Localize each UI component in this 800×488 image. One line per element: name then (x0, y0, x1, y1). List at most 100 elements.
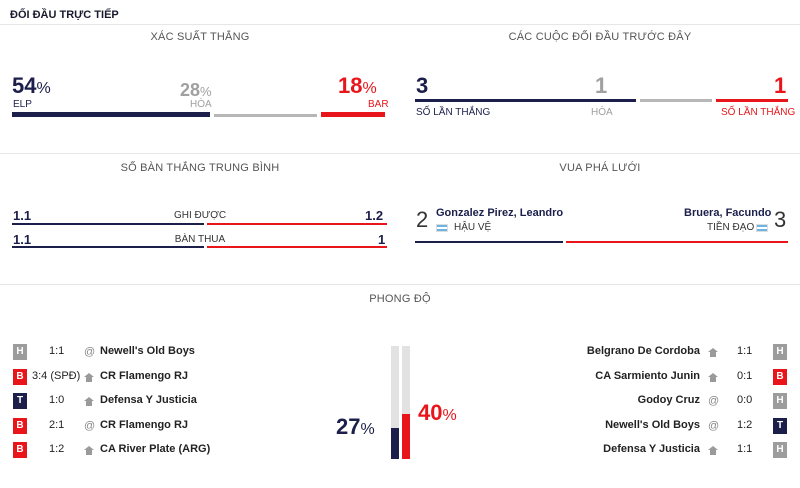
win-prob-draw-bar (214, 114, 317, 117)
result-badge: H (773, 393, 787, 409)
win-prob-away-value: 18 (338, 73, 363, 98)
match-score: 0:0 (737, 394, 753, 406)
match-score: 1:1 (737, 345, 753, 357)
opponent-name[interactable]: CA Sarmiento Junin (595, 370, 700, 382)
win-prob-away-pct: % (362, 80, 377, 97)
result-badge: T (773, 418, 787, 434)
avg-scored-label: GHI ĐƯỢC (173, 210, 227, 221)
away-venue-icon: @ (84, 346, 96, 358)
h2h-draw-bar (640, 99, 712, 102)
home-form-fill (391, 428, 399, 459)
away-form-track (402, 346, 410, 459)
scorer-away-goals: 3 (774, 207, 787, 232)
scorer-home-position: HẬU VỆ (454, 222, 492, 233)
match-score: 1:2 (49, 443, 65, 455)
result-badge: B (13, 442, 27, 458)
argentina-flag-icon (436, 224, 448, 232)
avg-scored-home-bar (12, 223, 204, 225)
home-venue-icon (708, 373, 718, 383)
result-badge: B (773, 369, 787, 385)
home-venue-icon (708, 348, 718, 358)
opponent-name[interactable]: Defensa Y Justicia (100, 394, 197, 406)
top-scorers-title: VUA PHÁ LƯỚI (559, 162, 641, 174)
avg-conceded-away: 1 (378, 232, 386, 247)
match-score: 2:1 (49, 419, 65, 431)
scorer-home-goals: 2 (416, 207, 429, 232)
win-prob-draw-value: 28 (180, 80, 201, 100)
home-venue-icon (708, 446, 718, 456)
match-score: 1:1 (737, 443, 753, 455)
form-away-pct: 40% (418, 400, 457, 426)
h2h-away-label: SỐ LẦN THẮNG (721, 107, 796, 118)
result-badge: B (13, 418, 27, 434)
win-prob-home-label: ELP (13, 99, 32, 110)
avg-conceded-home: 1.1 (13, 232, 32, 247)
avg-conceded-label: BÀN THUA (174, 234, 226, 245)
result-badge: H (773, 344, 787, 360)
opponent-name[interactable]: Godoy Cruz (637, 394, 700, 406)
avg-goals-title: SỐ BÀN THẮNG TRUNG BÌNH (120, 162, 280, 174)
result-badge: H (13, 344, 27, 360)
h2h-away-wins: 1 (774, 73, 787, 98)
opponent-name[interactable]: Newell's Old Boys (100, 345, 195, 357)
opponent-name[interactable]: CA River Plate (ARG) (100, 443, 211, 455)
h2h-title: CÁC CUỘC ĐỐI ĐẦU TRƯỚC ĐÂY (508, 31, 692, 43)
form-title: PHONG ĐỘ (369, 293, 431, 305)
h2h-away-bar (716, 99, 788, 102)
h2h-home-wins: 3 (416, 73, 429, 98)
avg-scored-away-bar (207, 223, 387, 225)
opponent-name[interactable]: CR Flamengo RJ (100, 419, 189, 431)
scorer-away-name[interactable]: Bruera, Facundo (684, 207, 772, 219)
away-venue-icon: @ (84, 420, 96, 432)
home-venue-icon (84, 373, 94, 383)
win-prob-away-bar (321, 112, 385, 117)
scorer-away-bar (566, 241, 788, 243)
match-score: 0:1 (737, 370, 753, 382)
opponent-name[interactable]: CR Flamengo RJ (100, 370, 189, 382)
match-score: 1:1 (49, 345, 65, 357)
home-venue-icon (84, 397, 94, 407)
home-venue-icon (84, 446, 94, 456)
result-badge: H (773, 442, 787, 458)
section-divider-2 (0, 284, 800, 285)
scorer-away-position: TIỀN ĐẠO (707, 222, 755, 233)
opponent-name[interactable]: Belgrano De Cordoba (586, 345, 700, 357)
form-away-pct-value: 40 (418, 400, 443, 425)
scorer-home-bar (415, 241, 563, 243)
form-away-pct-sign: % (442, 407, 457, 424)
opponent-name[interactable]: Defensa Y Justicia (603, 443, 700, 455)
avg-scored-home: 1.1 (13, 208, 32, 223)
home-form-track (391, 346, 399, 459)
scorer-home-name[interactable]: Gonzalez Pirez, Leandro (436, 207, 564, 219)
match-score: 3:4 (SPĐ) (32, 370, 81, 382)
avg-scored-away: 1.2 (365, 208, 384, 223)
result-badge: B (13, 369, 27, 385)
win-prob-title: XÁC SUẤT THẮNG (150, 31, 250, 43)
result-badge: T (13, 393, 27, 409)
win-prob-home-bar (12, 112, 210, 117)
win-prob-away-label: BAR (368, 99, 389, 110)
win-prob-home-pct: % (36, 80, 51, 97)
form-home-pct-sign: % (360, 421, 375, 438)
header-divider (0, 24, 800, 25)
match-score: 1:0 (49, 394, 65, 406)
away-venue-icon: @ (708, 395, 720, 407)
h2h-home-label: SỐ LẦN THẮNG (416, 107, 491, 118)
away-venue-icon: @ (708, 420, 720, 432)
win-prob-draw-label: HÒA (190, 99, 212, 110)
win-prob-draw-pct: % (200, 84, 212, 99)
opponent-name[interactable]: Newell's Old Boys (605, 419, 700, 431)
argentina-flag-icon (756, 224, 768, 232)
win-prob-home: 54% (12, 73, 51, 99)
win-prob-draw: 28% (180, 80, 212, 101)
avg-conceded-home-bar (12, 246, 204, 248)
match-score: 1:2 (737, 419, 753, 431)
section-divider-1 (0, 153, 800, 154)
win-prob-home-value: 54 (12, 73, 37, 98)
h2h-draws: 1 (595, 73, 608, 98)
h2h-home-bar (415, 99, 636, 102)
avg-conceded-away-bar (207, 246, 387, 248)
away-form-fill (402, 414, 410, 459)
win-prob-away: 18% (338, 73, 377, 99)
h2h-draw-label: HÒA (591, 107, 613, 118)
